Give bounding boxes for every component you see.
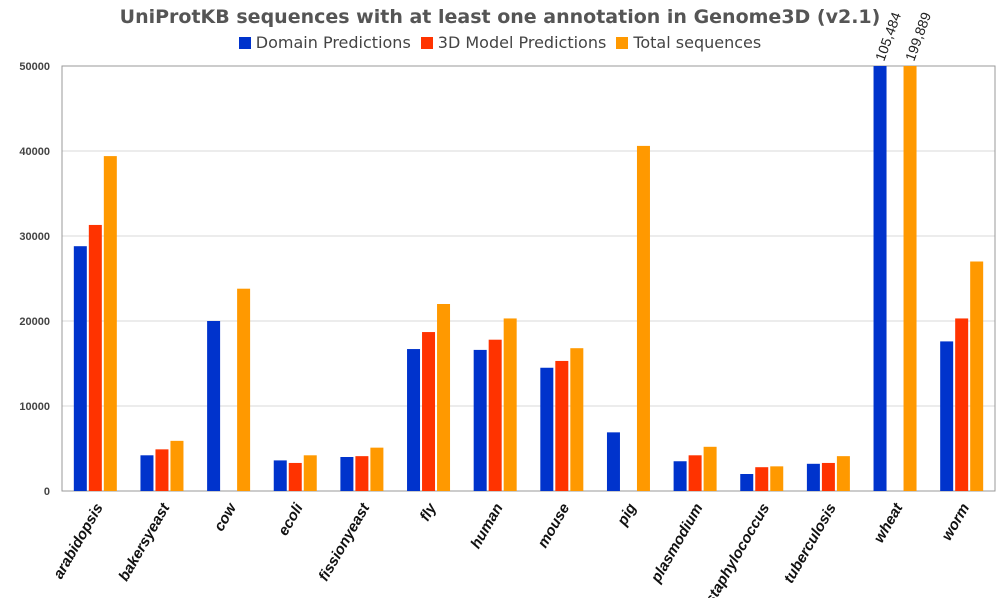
bar <box>636 145 650 491</box>
x-tick-label: bakersyeast <box>115 500 174 584</box>
legend-item: 3D Model Predictions <box>420 33 607 52</box>
bar <box>503 318 517 491</box>
legend-item: Domain Predictions <box>238 33 411 52</box>
x-tick-label: worm <box>938 501 973 544</box>
y-tick-label: 30000 <box>19 231 50 243</box>
x-tick-label: wheat <box>871 500 907 546</box>
data-label: 199,889 <box>902 10 934 63</box>
data-label: 105,484 <box>872 10 904 63</box>
bar <box>88 224 102 491</box>
legend: Domain Predictions 3D Model Predictions To… <box>0 33 1000 53</box>
legend-swatch <box>420 36 433 49</box>
bar <box>836 456 850 491</box>
legend-label: Domain Predictions <box>255 33 411 52</box>
bar <box>155 449 169 491</box>
x-tick-label: tuberculosis <box>781 501 840 587</box>
bar <box>555 360 569 491</box>
x-tick-label: fissionyeast <box>315 500 374 584</box>
y-tick-label: 10000 <box>19 401 50 413</box>
legend-label: Total sequences <box>633 33 762 52</box>
bar <box>170 440 184 491</box>
legend-item: Total sequences <box>616 33 761 52</box>
x-tick-label: arabidopsis <box>50 501 107 582</box>
x-tick-label: cow <box>211 499 241 534</box>
bar <box>673 461 687 491</box>
x-tick-label: plasmodium <box>647 501 706 587</box>
y-tick-label: 20000 <box>19 316 50 328</box>
bar <box>288 462 302 491</box>
bar <box>407 349 421 491</box>
bar <box>740 474 754 491</box>
bar <box>340 457 354 491</box>
bar <box>437 304 451 491</box>
x-tick-label: mouse <box>534 501 573 551</box>
bar <box>688 455 702 491</box>
bar <box>237 288 251 491</box>
x-tick-label: pig <box>613 501 639 530</box>
bar <box>570 348 584 491</box>
bar <box>940 341 954 491</box>
bar <box>207 321 221 491</box>
bar <box>273 460 287 491</box>
x-tick-label: staphylococcus <box>702 501 773 598</box>
x-tick-label: fly <box>417 500 441 524</box>
chart-title: UniProtKB sequences with at least one an… <box>119 6 881 28</box>
bar <box>703 446 717 491</box>
bar <box>955 318 969 491</box>
legend-swatch <box>238 36 251 49</box>
bar <box>540 367 554 491</box>
bar <box>606 432 620 491</box>
bar <box>873 66 887 491</box>
y-tick-label: 50000 <box>19 61 50 73</box>
bar <box>103 156 117 491</box>
y-tick-label: 40000 <box>19 146 50 158</box>
x-tick-label: ecoli <box>275 500 307 539</box>
bar <box>755 467 769 491</box>
bar <box>903 66 917 491</box>
bar <box>355 456 369 491</box>
bar <box>970 261 984 491</box>
bar <box>140 455 154 491</box>
legend-label: 3D Model Predictions <box>437 33 607 52</box>
bar <box>303 455 317 491</box>
y-tick-label: 0 <box>44 486 50 498</box>
bar <box>370 447 384 491</box>
bar <box>770 466 784 491</box>
x-tick-label: human <box>467 501 506 552</box>
plot-border <box>61 65 996 492</box>
bar <box>821 462 835 491</box>
bar <box>488 339 502 491</box>
bar <box>422 332 436 491</box>
bar <box>473 349 487 491</box>
bar <box>73 246 87 491</box>
bar <box>806 463 820 491</box>
legend-swatch <box>616 36 629 49</box>
